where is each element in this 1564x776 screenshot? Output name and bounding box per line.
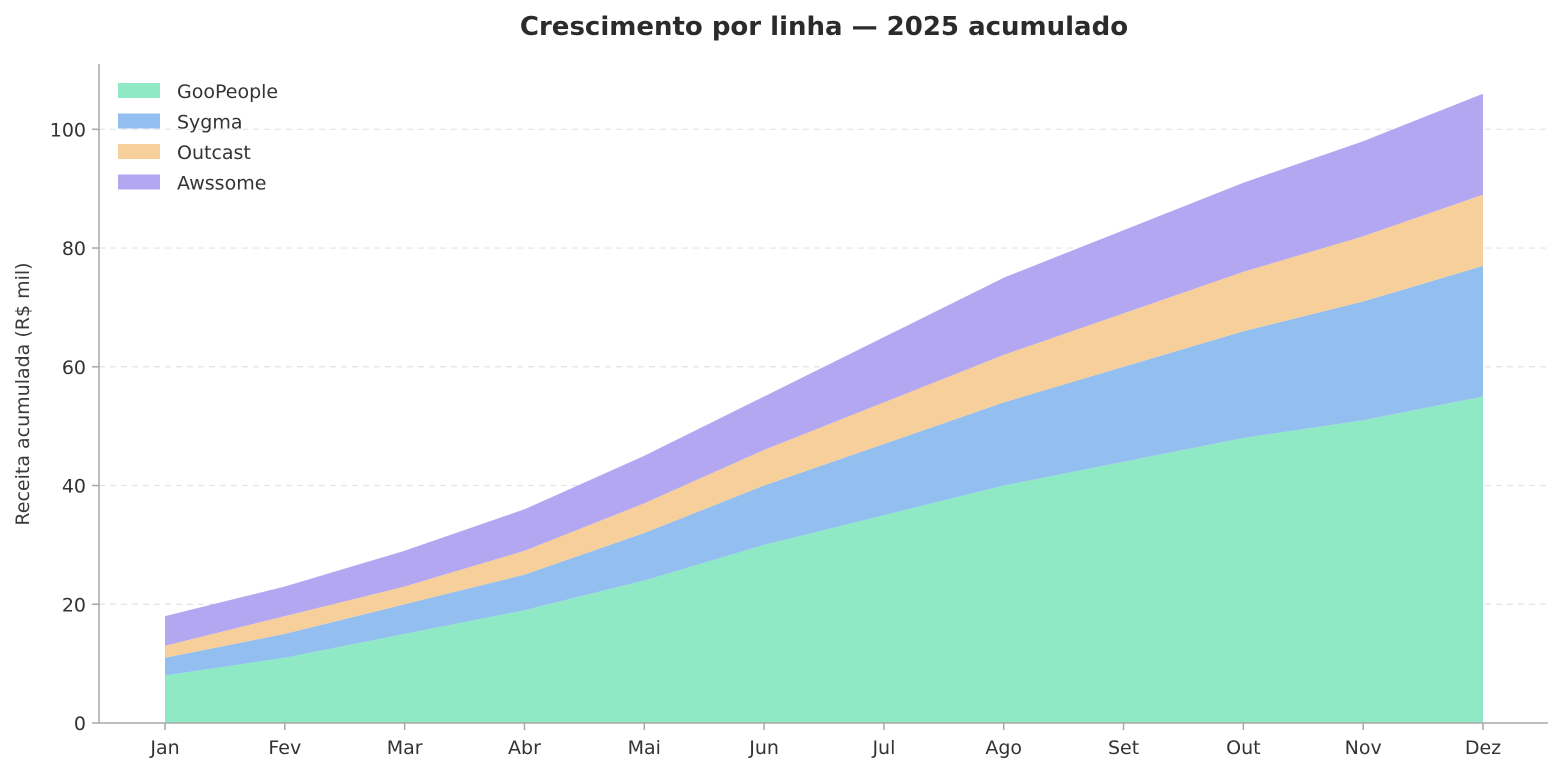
- x-tick-label: Jan: [149, 737, 179, 759]
- x-tick-label: Ago: [985, 737, 1022, 759]
- legend-swatch-outcast: [118, 144, 160, 159]
- legend: GooPeople Sygma Outcast Awssome: [118, 81, 278, 195]
- x-tick-label: Dez: [1465, 737, 1501, 759]
- x-tick-label: Mai: [628, 737, 661, 759]
- x-tick-label: Nov: [1345, 737, 1382, 759]
- legend-swatch-awssome: [118, 174, 160, 190]
- legend-label-awssome: Awssome: [177, 173, 266, 195]
- x-tick-label: Jun: [748, 737, 779, 759]
- x-tick-label: Fev: [268, 737, 301, 759]
- x-tick-label: Abr: [508, 737, 541, 759]
- y-tick-label: 40: [62, 476, 86, 498]
- y-tick-label: 100: [50, 119, 86, 141]
- area-outcast: [165, 194, 1483, 658]
- x-tick-label: Set: [1108, 737, 1139, 759]
- x-tick-label: Jul: [871, 737, 895, 759]
- y-tick-label: 80: [62, 238, 86, 260]
- axes: 0 20 40 60 80 100 Jan Fev Mar Abr Mai Jun Jul Ago Set O…: [50, 64, 1548, 759]
- legend-label-goopeople: GooPeople: [177, 81, 278, 103]
- y-axis-label: Receita acumulada (R$ mil): [12, 262, 34, 525]
- legend-swatch-sygma: [118, 113, 160, 129]
- x-tick-label: Out: [1226, 737, 1260, 759]
- area-awssome: [165, 93, 1483, 646]
- y-tick-label: 60: [62, 357, 86, 379]
- area-goopeople: [165, 396, 1483, 723]
- legend-label-sygma: Sygma: [177, 112, 243, 134]
- y-tick-label: 20: [62, 594, 86, 616]
- area-sygma: [165, 265, 1483, 676]
- y-tick-label: 0: [74, 713, 86, 735]
- legend-label-outcast: Outcast: [177, 142, 251, 164]
- legend-swatch-goopeople: [118, 83, 160, 98]
- stacked-areas: [165, 93, 1483, 723]
- x-tick-label: Mar: [387, 737, 423, 759]
- chart-title: Crescimento por linha — 2025 acumulado: [520, 12, 1128, 42]
